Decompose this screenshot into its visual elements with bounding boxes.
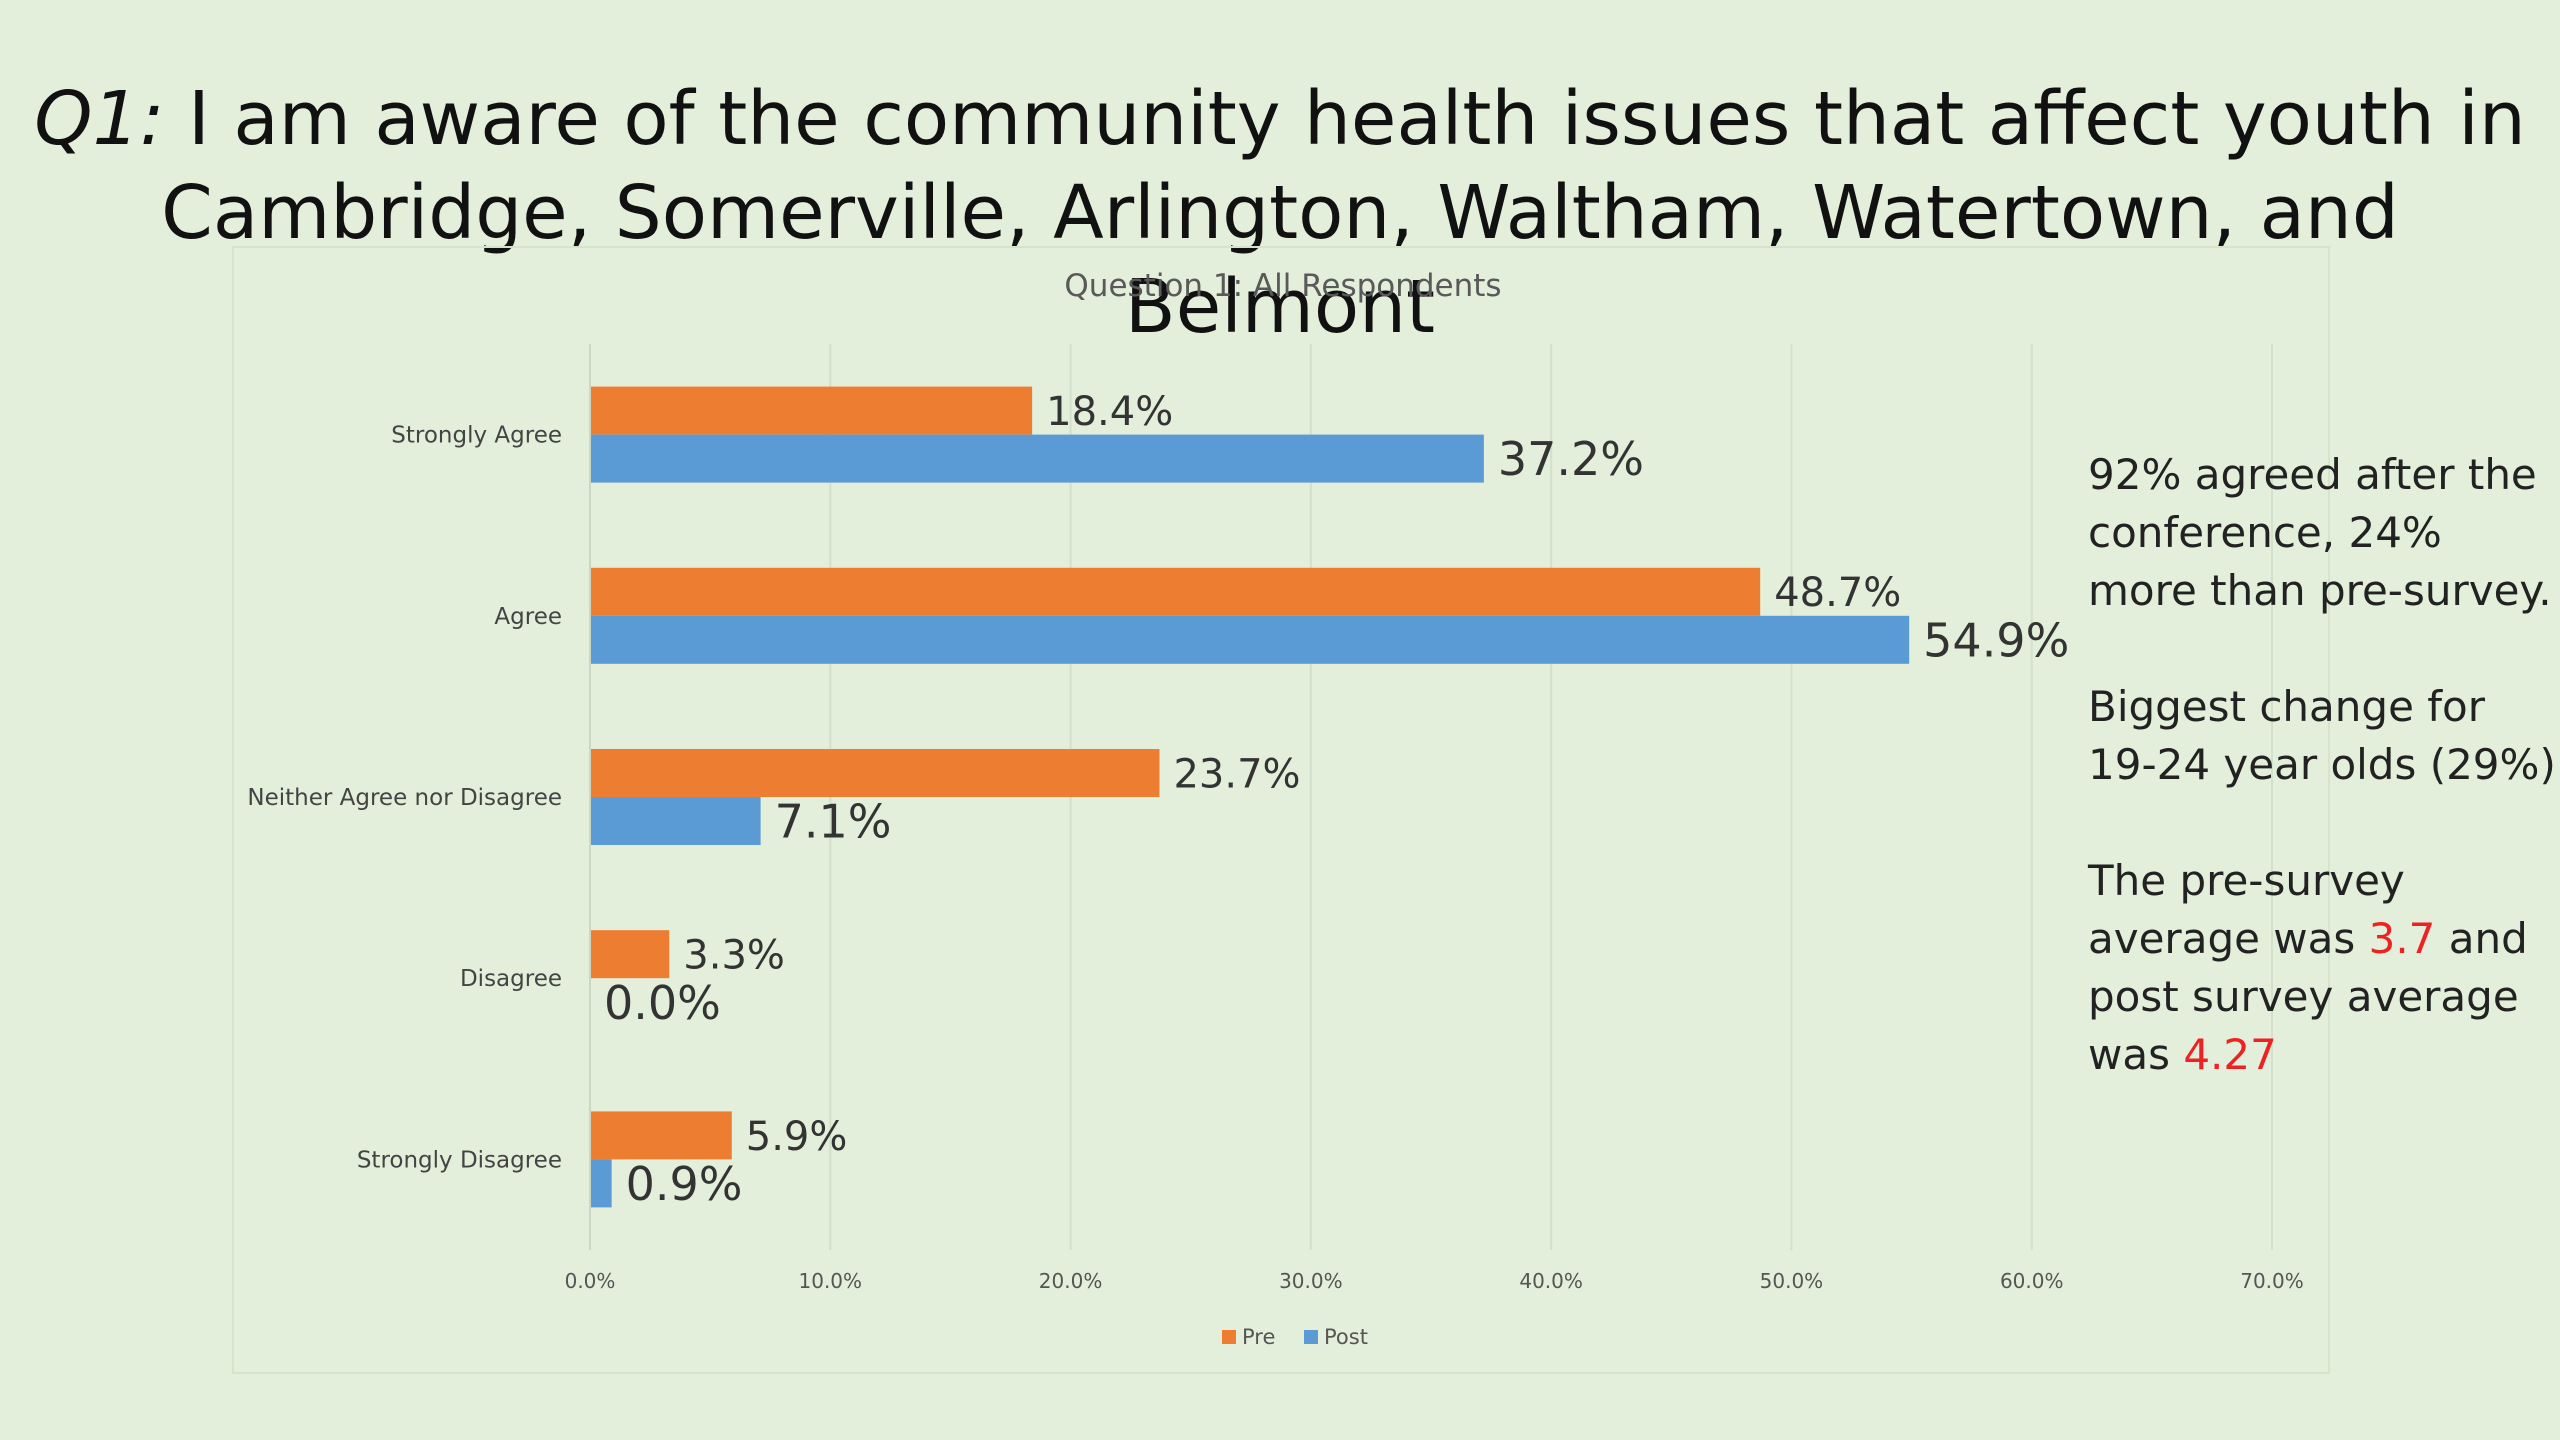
bar-pre bbox=[590, 930, 670, 979]
notes-panel: 92% agreed after the conference, 24% mor… bbox=[2088, 446, 2560, 1142]
chart-area: 0.0% 10.0% 20.0% 30.0% 40.0% 50.0% 60.0% 70.0% Q… bbox=[232, 246, 2330, 1374]
data-label-pre: 48.7% bbox=[1774, 570, 1901, 616]
bar-post bbox=[590, 615, 1910, 664]
x-tick-label: 70.0% bbox=[2240, 1269, 2304, 1293]
x-tick-label: 50.0% bbox=[1760, 1269, 1824, 1293]
chart-title: Question 1: All Respondents bbox=[1064, 268, 1501, 304]
note-agreement: 92% agreed after the conference, 24% mor… bbox=[2088, 450, 2552, 615]
x-tick-label: 0.0% bbox=[565, 1269, 616, 1293]
post-average-value: 4.27 bbox=[2183, 1030, 2277, 1079]
note-avg-text-a: The pre-survey average was bbox=[2088, 856, 2405, 963]
data-label-post: 37.2% bbox=[1498, 432, 1644, 486]
category-label: Strongly Agree bbox=[391, 423, 562, 449]
data-label-post: 0.0% bbox=[604, 976, 721, 1030]
data-label-pre: 23.7% bbox=[1173, 751, 1300, 797]
category-label: Agree bbox=[494, 604, 562, 630]
title-text-1: I am aware of the community health issue… bbox=[164, 76, 2526, 162]
bar-pre bbox=[590, 749, 1160, 797]
legend-label-pre: Pre bbox=[1242, 1325, 1275, 1349]
title-line-2: Cambridge, Somerville, Arlington, Waltha… bbox=[161, 170, 2399, 350]
x-tick-label: 10.0% bbox=[799, 1269, 863, 1293]
category-label: Neither Agree nor Disagree bbox=[247, 785, 562, 811]
data-label-post: 54.9% bbox=[1923, 613, 2069, 667]
note-avg-text-b: and post survey average was bbox=[2088, 914, 2528, 1079]
category-label: Strongly Disagree bbox=[357, 1147, 562, 1173]
bar-post bbox=[590, 1159, 612, 1208]
data-label-pre: 5.9% bbox=[746, 1114, 848, 1160]
slide-title: Q1: I am aware of the community health i… bbox=[0, 72, 2560, 354]
title-question-label: Q1: bbox=[34, 76, 165, 162]
bar-post bbox=[590, 434, 1484, 483]
legend-label-post: Post bbox=[1324, 1325, 1368, 1349]
bar-pre bbox=[590, 1111, 732, 1160]
data-label-pre: 3.3% bbox=[683, 933, 785, 979]
category-label: Disagree bbox=[460, 966, 562, 992]
legend-swatch-post bbox=[1304, 1330, 1318, 1344]
bar-pre bbox=[590, 386, 1033, 435]
x-tick-label: 40.0% bbox=[1519, 1269, 1583, 1293]
x-tick-label: 30.0% bbox=[1279, 1269, 1343, 1293]
note-biggest-change: Biggest change for 19-24 year olds (29%) bbox=[2088, 682, 2556, 789]
data-label-pre: 18.4% bbox=[1046, 389, 1173, 435]
x-tick-label: 60.0% bbox=[2000, 1269, 2064, 1293]
data-label-post: 7.1% bbox=[775, 795, 892, 849]
data-label-post: 0.9% bbox=[626, 1157, 743, 1211]
bar-pre bbox=[590, 567, 1761, 616]
note-averages: The pre-survey average was 3.7 and post … bbox=[2088, 852, 2560, 1084]
pre-average-value: 3.7 bbox=[2368, 914, 2436, 963]
legend-swatch-pre bbox=[1222, 1330, 1236, 1344]
x-tick-label: 20.0% bbox=[1039, 1269, 1103, 1293]
title-line-1: Q1: I am aware of the community health i… bbox=[0, 72, 2560, 166]
bar-chart: 0.0% 10.0% 20.0% 30.0% 40.0% 50.0% 60.0% 70.0% Q… bbox=[247, 268, 2304, 1349]
bar-post bbox=[590, 797, 761, 845]
